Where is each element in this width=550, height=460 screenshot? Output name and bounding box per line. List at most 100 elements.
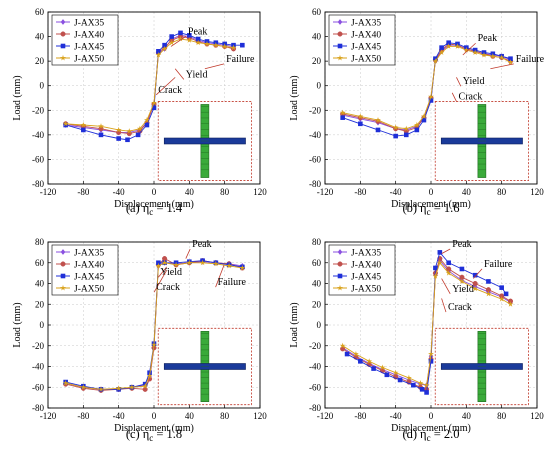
data-point xyxy=(472,285,479,292)
data-point xyxy=(81,127,86,133)
x-tick-label: 0 xyxy=(152,411,157,421)
x-tick-label: 80 xyxy=(497,411,507,421)
legend-label: J-AX45 xyxy=(351,273,381,283)
y-tick-label: 60 xyxy=(35,7,45,17)
annotation-label: Yield xyxy=(463,76,485,87)
panel-caption: (a) ηc = 1.4 xyxy=(126,201,183,217)
legend-label: J-AX45 xyxy=(74,43,104,53)
x-tick-label: 80 xyxy=(220,187,230,197)
data-point xyxy=(344,351,350,357)
caption-eta: η xyxy=(420,201,427,215)
data-point xyxy=(143,117,150,123)
panel-caption: (c) ηc = 1.8 xyxy=(126,427,182,443)
data-point xyxy=(126,128,133,134)
legend-marker xyxy=(337,31,343,37)
x-tick-label: 40 xyxy=(185,411,195,421)
annotation-pointer xyxy=(451,92,457,102)
data-point xyxy=(221,43,228,49)
y-tick-label: -20 xyxy=(32,341,44,351)
annotation-pointer xyxy=(456,77,462,87)
series-group xyxy=(339,259,514,388)
fe-mesh xyxy=(477,333,486,395)
series-group xyxy=(339,43,514,132)
data-point xyxy=(397,377,403,383)
caption-subscript: c xyxy=(149,207,153,217)
data-point xyxy=(432,273,439,279)
data-point xyxy=(155,262,162,269)
x-tick-label: -80 xyxy=(77,411,89,421)
data-point xyxy=(446,40,451,46)
data-point xyxy=(80,121,87,128)
data-point xyxy=(161,45,168,52)
y-tick-label: -40 xyxy=(32,130,44,140)
x-axis-label: Displacement (mm) xyxy=(391,423,471,434)
data-point xyxy=(63,122,68,128)
data-point xyxy=(186,259,193,266)
caption-value: = 2.0 xyxy=(431,427,460,441)
data-point xyxy=(384,372,390,378)
y-tick-label: 0 xyxy=(317,320,322,330)
annotation-pointer xyxy=(473,268,483,279)
x-tick-label: 40 xyxy=(462,411,472,421)
fe-mesh xyxy=(200,333,209,395)
fe-mesh xyxy=(477,106,486,170)
caption-label: (a) xyxy=(126,201,140,215)
legend-marker xyxy=(337,273,343,279)
legend-label: J-AX35 xyxy=(74,249,104,259)
y-tick-label: -40 xyxy=(32,362,44,372)
series-line xyxy=(65,262,243,390)
data-point xyxy=(419,387,425,392)
x-tick-label: 80 xyxy=(497,187,507,197)
data-point xyxy=(445,43,452,49)
annotation-label: Yield xyxy=(160,267,182,278)
y-tick-label: -80 xyxy=(32,179,44,189)
data-point xyxy=(151,105,157,111)
annotation-pointer xyxy=(441,248,451,254)
chart-panel: -120 -80 -40 0 40 80 120-80-60-40-200204060Dis… xyxy=(289,7,545,217)
data-point xyxy=(98,123,104,129)
y-tick-label: -80 xyxy=(309,403,321,413)
data-point xyxy=(489,53,496,59)
data-point xyxy=(428,350,434,357)
data-point xyxy=(146,372,153,379)
data-point xyxy=(142,383,149,389)
x-tick-label: -40 xyxy=(113,411,125,421)
data-point xyxy=(195,39,202,46)
data-point xyxy=(421,117,427,123)
annotation-label: Failure xyxy=(484,259,513,270)
x-tick-label: 40 xyxy=(462,187,472,197)
data-point xyxy=(136,125,143,132)
data-point xyxy=(186,37,193,43)
y-tick-label: 20 xyxy=(35,56,45,66)
annotation-label: Peak xyxy=(192,239,211,250)
chart-panel: -120 -80 -40 0 40 80 120-80-60-40-20020406080D… xyxy=(12,237,267,443)
legend-label: J-AX45 xyxy=(351,43,381,53)
data-point xyxy=(428,359,434,364)
y-tick-label: 0 xyxy=(40,81,45,91)
y-axis-label: Load (mm) xyxy=(12,302,23,347)
caption-eta: η xyxy=(143,427,150,441)
caption-value: = 1.4 xyxy=(153,201,183,215)
data-point xyxy=(212,42,219,48)
data-point xyxy=(486,279,491,284)
data-point xyxy=(151,99,157,106)
data-point xyxy=(508,56,513,61)
data-point xyxy=(98,386,104,392)
data-point xyxy=(403,132,409,138)
data-point xyxy=(156,260,161,266)
annotation-pointer xyxy=(441,278,451,294)
data-point xyxy=(173,261,180,268)
data-point xyxy=(340,115,345,120)
data-point xyxy=(115,385,122,391)
data-point xyxy=(432,58,439,64)
data-point xyxy=(226,262,233,269)
fe-mesh xyxy=(200,106,209,170)
legend-label: J-AX35 xyxy=(74,19,104,29)
data-point xyxy=(375,127,381,133)
data-point xyxy=(428,93,434,100)
x-tick-label: 0 xyxy=(152,187,157,197)
data-point xyxy=(392,369,399,376)
x-tick-label: -80 xyxy=(77,187,89,197)
y-tick-label: -20 xyxy=(309,105,321,115)
data-point xyxy=(135,132,141,138)
